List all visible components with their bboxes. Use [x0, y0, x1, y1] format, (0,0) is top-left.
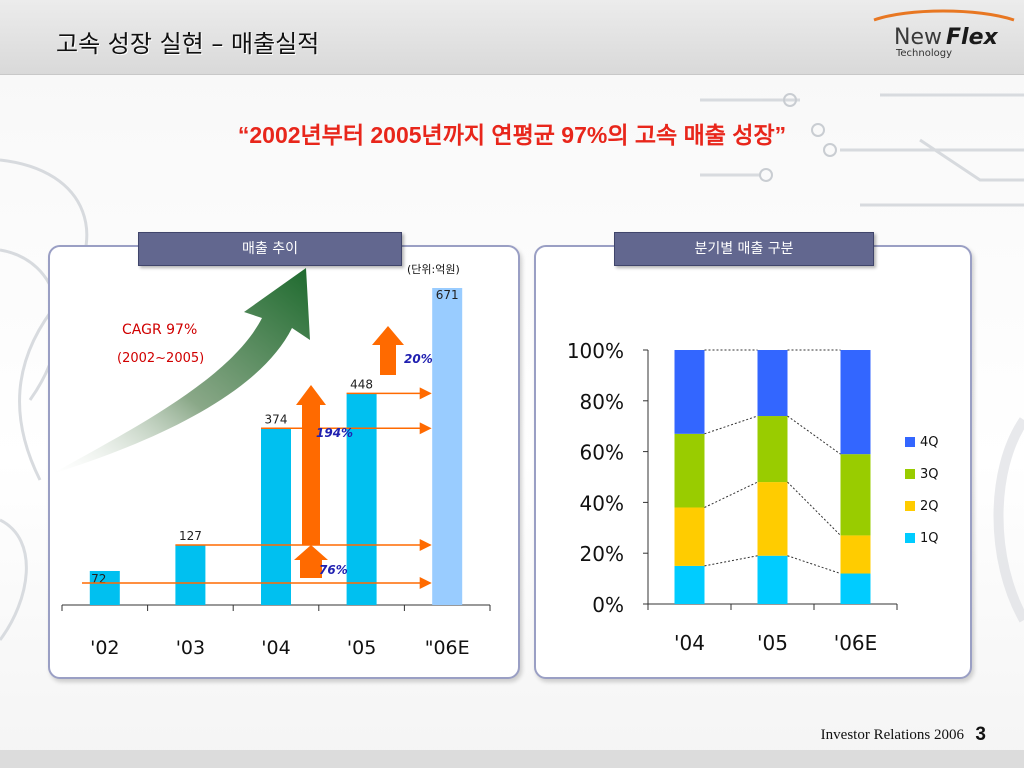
legend-swatch-2Q: [905, 501, 915, 511]
bar-4: [432, 288, 463, 605]
page-number: 3: [975, 724, 986, 745]
series-connector: [787, 555, 841, 574]
growth-label-03-04: 194%: [316, 426, 353, 440]
growth-arrow-04-05: [372, 326, 404, 375]
legend-label-2Q: 2Q: [920, 499, 939, 514]
series-connector: [704, 415, 758, 435]
growth-arrow-02-03: [294, 545, 328, 578]
bar-2Q-1: [757, 482, 788, 556]
newflex-logo: New Flex Technology: [873, 9, 1015, 59]
growth-label-04-05: 20%: [404, 352, 433, 366]
cagr-arrow: [52, 268, 310, 474]
bar-1Q-2: [840, 573, 871, 604]
logo-subtitle: Technology: [895, 48, 952, 59]
legend-label-4Q: 4Q: [920, 435, 939, 450]
y-tick-label: 20%: [580, 542, 624, 566]
legend-label-1Q: 1Q: [920, 531, 939, 546]
series-connector: [787, 415, 841, 455]
bar-value-label: 448: [350, 377, 373, 391]
bar-2Q-0: [674, 507, 705, 566]
bar-1Q-1: [757, 555, 788, 604]
bar-value-label: 127: [179, 529, 202, 543]
legend-label-3Q: 3Q: [920, 467, 939, 482]
x-tick-label: "06E: [425, 637, 470, 659]
bar-3Q-1: [757, 416, 788, 483]
x-tick-label: '03: [176, 637, 205, 659]
bar-1Q-0: [674, 565, 705, 604]
series-connector: [704, 481, 758, 508]
quarterly-panel: [534, 245, 972, 679]
bar-4Q-0: [674, 350, 705, 434]
bar-value-label: 671: [436, 288, 459, 302]
logo-swoosh: [873, 9, 1015, 22]
growth-arrows: [294, 326, 404, 578]
x-tick-label: '05: [757, 631, 788, 655]
bar-3Q-0: [674, 433, 705, 508]
quarterly-panel-title: 분기별 매출 구분: [614, 232, 874, 266]
bar-4Q-2: [840, 350, 871, 455]
headline: “2002년부터 2005년까지 연평균 97%의 고속 매출 성장”: [237, 122, 787, 148]
cagr-period-label: (2002~2005): [117, 351, 204, 366]
series-connector: [787, 481, 841, 536]
x-tick-label: '02: [90, 637, 119, 659]
growth-arrow-03-04: [296, 385, 326, 545]
legend-swatch-3Q: [905, 469, 915, 479]
logo-word-flex: Flex: [946, 25, 998, 50]
header-bar: [0, 0, 1024, 75]
x-tick-label: '04: [674, 631, 705, 655]
y-tick-label: 60%: [580, 441, 624, 465]
logo-word-new: New: [894, 25, 942, 50]
revenue-panel-title: 매출 추이: [138, 232, 402, 266]
cagr-label: CAGR 97%: [122, 322, 197, 338]
x-tick-label: '05: [347, 637, 376, 659]
footer-text: Investor Relations 2006: [820, 727, 964, 743]
y-tick-label: 80%: [580, 390, 624, 414]
bar-value-label: 374: [265, 412, 288, 426]
y-tick-label: 100%: [567, 339, 624, 363]
bar-1: [175, 545, 206, 605]
legend-swatch-1Q: [905, 533, 915, 543]
unit-note: (단위:억원): [407, 263, 460, 276]
bar-2Q-2: [840, 535, 871, 574]
x-tick-label: '04: [261, 637, 290, 659]
legend-swatch-4Q: [905, 437, 915, 447]
y-tick-label: 40%: [580, 491, 624, 515]
growth-label-02-03: 76%: [319, 563, 348, 577]
x-tick-label: '06E: [834, 631, 878, 655]
bar-2: [261, 428, 291, 605]
slide-title: 고속 성장 실현 – 매출실적: [56, 30, 320, 58]
footer-bar: [0, 750, 1024, 768]
y-tick-label: 0%: [592, 593, 624, 617]
bar-4Q-1: [757, 350, 788, 417]
series-connector: [704, 555, 758, 567]
bar-3Q-2: [840, 454, 871, 536]
bar-0: [89, 570, 120, 605]
